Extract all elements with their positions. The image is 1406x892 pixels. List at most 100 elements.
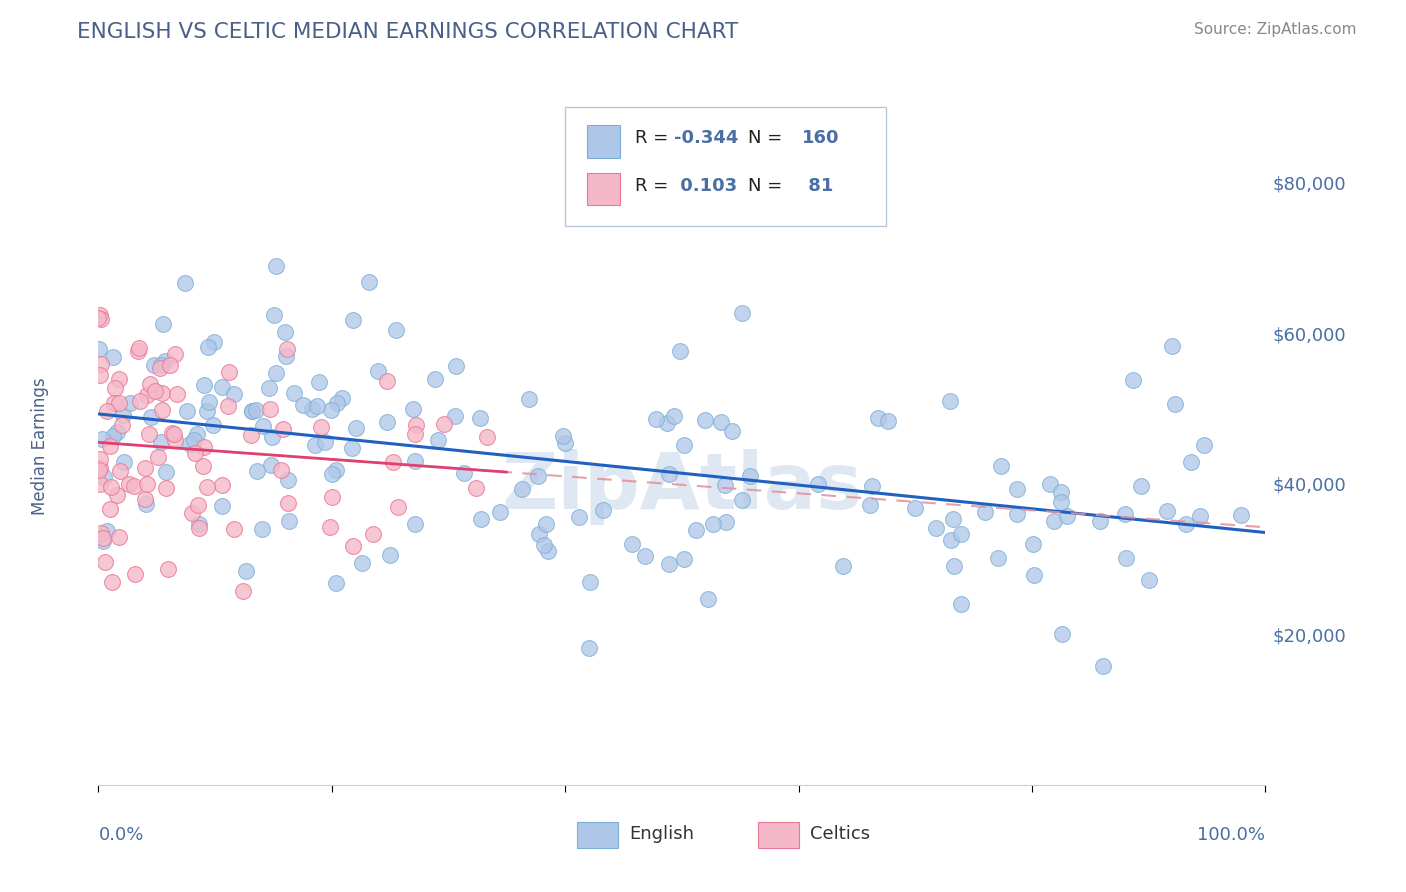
Point — [202, 335, 225, 350]
Point — [150, 403, 173, 417]
Point — [148, 450, 170, 464]
Point — [128, 394, 150, 409]
Point — [91, 432, 114, 446]
Point — [186, 427, 208, 442]
Point — [100, 502, 122, 516]
Point — [264, 366, 287, 380]
Point — [314, 435, 336, 450]
Point — [673, 438, 696, 452]
Point — [183, 433, 205, 447]
Point — [260, 458, 283, 472]
Point — [1137, 573, 1160, 587]
Point — [939, 533, 962, 548]
Point — [155, 481, 177, 495]
Point — [714, 478, 737, 492]
Point — [89, 342, 111, 356]
Point — [533, 537, 555, 551]
Point — [1052, 626, 1074, 640]
Point — [101, 429, 124, 443]
Point — [554, 436, 576, 450]
Point — [89, 476, 111, 491]
Point — [139, 376, 162, 391]
Point — [93, 470, 115, 484]
Point — [107, 530, 129, 544]
Point — [1115, 550, 1137, 565]
Point — [160, 425, 183, 440]
Point — [949, 598, 972, 612]
Point — [232, 584, 254, 599]
Point — [105, 425, 128, 439]
Point — [246, 464, 269, 478]
Point — [259, 401, 281, 416]
Point — [264, 260, 287, 274]
Point — [217, 399, 239, 413]
Point — [112, 455, 135, 469]
Point — [427, 433, 450, 447]
Point — [135, 388, 157, 402]
Text: R =: R = — [636, 177, 675, 194]
Point — [385, 323, 408, 337]
Point — [274, 325, 297, 339]
Point — [163, 433, 186, 447]
Point — [1039, 477, 1062, 491]
Point — [274, 349, 297, 363]
Point — [90, 357, 112, 371]
Point — [211, 499, 233, 513]
Point — [1160, 339, 1182, 353]
Point — [1129, 479, 1152, 493]
Point — [240, 428, 263, 442]
FancyBboxPatch shape — [576, 822, 617, 848]
Point — [579, 575, 602, 590]
FancyBboxPatch shape — [565, 107, 886, 226]
Point — [134, 491, 156, 506]
Point — [173, 277, 195, 291]
Point — [405, 417, 427, 432]
Point — [325, 576, 347, 591]
Point — [90, 525, 112, 540]
Point — [104, 381, 127, 395]
Point — [721, 424, 744, 438]
Point — [877, 414, 900, 428]
Point — [138, 426, 160, 441]
Point — [537, 544, 560, 558]
Point — [134, 461, 156, 475]
Point — [222, 387, 245, 401]
Point — [321, 403, 343, 417]
Point — [404, 516, 426, 531]
Point — [1189, 508, 1212, 523]
Point — [404, 426, 426, 441]
Point — [96, 404, 118, 418]
Point — [551, 429, 574, 443]
Text: 100.0%: 100.0% — [1198, 826, 1265, 844]
Point — [1005, 508, 1028, 522]
Text: 160: 160 — [801, 129, 839, 147]
Point — [89, 461, 111, 475]
Point — [662, 409, 685, 424]
Point — [325, 396, 347, 410]
Point — [714, 515, 737, 529]
Point — [91, 533, 114, 548]
Point — [710, 415, 733, 429]
Point — [187, 498, 209, 512]
Text: N =: N = — [748, 129, 789, 147]
Point — [1022, 537, 1045, 551]
Point — [159, 358, 181, 372]
Point — [1022, 567, 1045, 582]
Point — [193, 440, 215, 454]
Point — [89, 452, 111, 467]
Point — [987, 550, 1010, 565]
Point — [1175, 516, 1198, 531]
Point — [149, 360, 172, 375]
Point — [271, 422, 294, 436]
Text: 81: 81 — [801, 177, 834, 194]
Point — [211, 478, 233, 492]
Point — [183, 446, 205, 460]
Point — [974, 504, 997, 518]
Point — [468, 411, 491, 425]
Point — [163, 427, 186, 442]
Point — [702, 517, 724, 532]
Point — [276, 342, 298, 356]
Point — [301, 402, 323, 417]
Point — [108, 372, 131, 386]
Point — [218, 365, 240, 379]
